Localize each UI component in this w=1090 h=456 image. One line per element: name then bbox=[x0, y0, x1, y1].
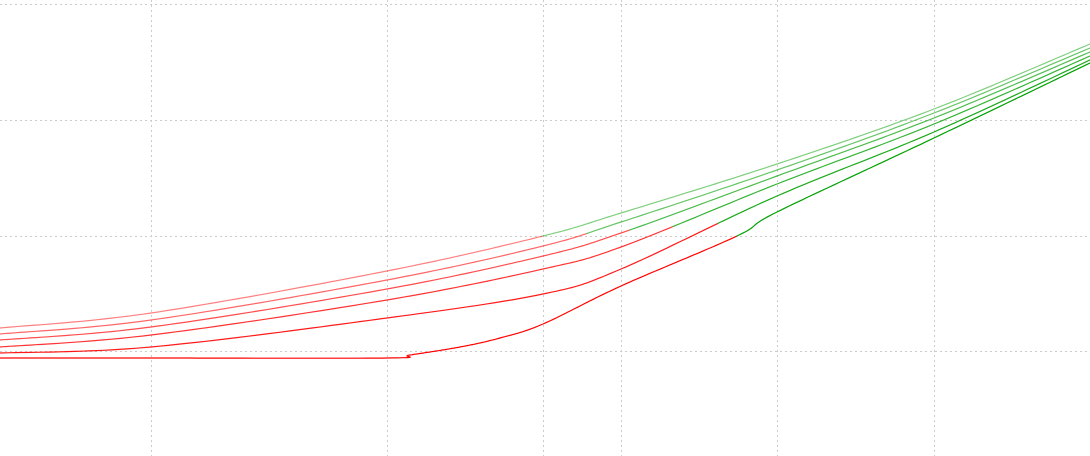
series-4 bbox=[0, 55, 1090, 348]
series-4-above-segment bbox=[672, 55, 1090, 228]
series-5 bbox=[0, 59, 1090, 354]
series-3-below-segment bbox=[0, 229, 631, 341]
series-1-below-segment bbox=[0, 235, 544, 329]
series-2-below-segment bbox=[0, 232, 588, 335]
series-3 bbox=[0, 51, 1090, 341]
series-6-below-segment bbox=[0, 235, 738, 359]
series-4-below-segment bbox=[0, 225, 674, 348]
series-1-above-segment bbox=[542, 43, 1090, 237]
series-1 bbox=[0, 43, 1090, 329]
series-3-above-segment bbox=[629, 51, 1090, 231]
series-2-above-segment bbox=[586, 47, 1090, 235]
series-group bbox=[0, 43, 1090, 359]
series-6 bbox=[0, 62, 1090, 359]
series-2 bbox=[0, 47, 1090, 335]
series-5-above-segment bbox=[717, 59, 1090, 224]
series-5-below-segment bbox=[0, 222, 719, 354]
series-6-above-segment bbox=[736, 62, 1090, 237]
